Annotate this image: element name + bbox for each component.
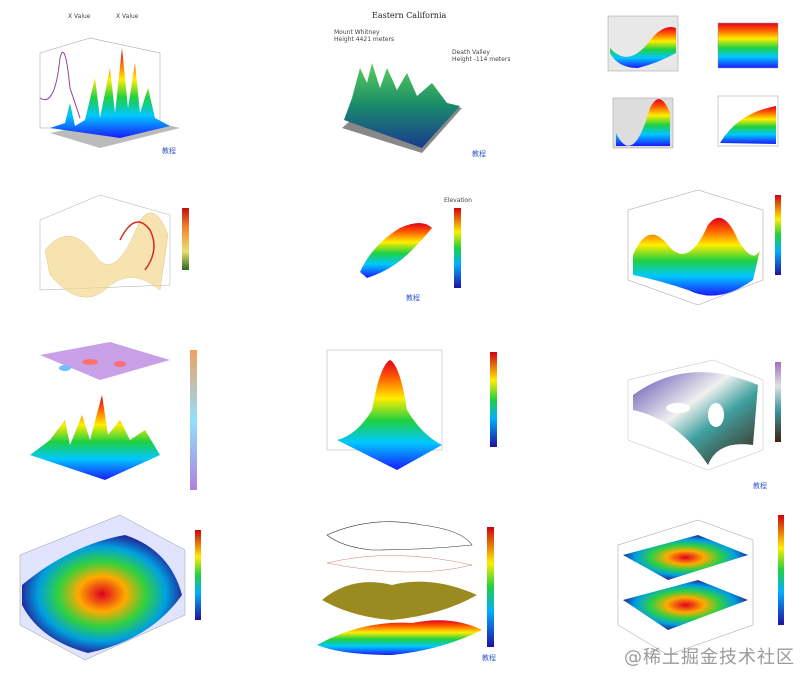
- colorbar: [487, 527, 494, 647]
- projection-curve: [39, 51, 81, 119]
- lower-layer: [623, 580, 748, 630]
- upper-layer: [623, 535, 748, 580]
- axis-box: [326, 349, 443, 451]
- annotation-x-value-1: X Value: [68, 13, 91, 20]
- chart-panel-5: Elevation 教程: [272, 180, 530, 340]
- watermark: @稀土掘金技术社区: [624, 647, 795, 668]
- chart-panel-12: [538, 505, 796, 665]
- annotation-death-valley-height: Height -114 meters: [452, 56, 510, 63]
- subplot-3-surface: [616, 99, 670, 146]
- colorbar: [775, 362, 781, 442]
- colorbar-title: Elevation: [444, 197, 472, 204]
- chart-panel-8: [272, 340, 530, 500]
- chart-panel-2: Eastern California Mount Whitney Height …: [272, 8, 530, 168]
- chart-panel-1: X Value X Value 教程: [10, 8, 268, 168]
- colorbar: [190, 350, 197, 490]
- surface-layer: [322, 581, 477, 620]
- annotation-death-valley: Death Valley: [452, 49, 490, 56]
- colorbar: [454, 208, 461, 288]
- surface: [22, 535, 182, 653]
- subplot-4: [717, 95, 779, 147]
- chart-title: Eastern California: [372, 11, 447, 20]
- annotation-whitney: Mount Whitney: [334, 29, 380, 36]
- surface: [337, 360, 442, 470]
- panel-link[interactable]: 教程: [472, 149, 486, 158]
- colorbar: [778, 515, 784, 625]
- colorbar: [775, 195, 781, 275]
- wireframe-layer: [326, 521, 473, 551]
- surface: [633, 217, 760, 296]
- surface: [344, 63, 460, 148]
- panel-link[interactable]: 教程: [162, 146, 176, 155]
- axis-box: [39, 194, 171, 291]
- colorbar: [195, 530, 201, 620]
- surface-hole: [666, 403, 690, 413]
- chart-panel-9: 教程: [538, 340, 796, 500]
- axis-box: [39, 37, 161, 129]
- chart-panel-4: [10, 180, 268, 340]
- surface: [360, 223, 432, 278]
- colorbar: [182, 208, 189, 270]
- chart-panel-11: 教程: [272, 505, 530, 665]
- wireframe-surface: [44, 212, 169, 298]
- axis-box: [617, 519, 754, 656]
- annotation-x-value-2: X Value: [116, 13, 139, 20]
- panel-link[interactable]: 教程: [482, 653, 496, 662]
- subplot-4-surface: [720, 106, 776, 144]
- surface: [30, 395, 160, 480]
- panel-link[interactable]: 教程: [753, 481, 767, 490]
- panel-link[interactable]: 教程: [406, 293, 420, 302]
- annotation-whitney-height: Height 4421 meters: [334, 36, 394, 43]
- projection-spot: [59, 365, 71, 371]
- axis-box: [627, 359, 764, 471]
- surface-hole: [708, 403, 724, 427]
- chart-panel-6: [538, 180, 796, 340]
- surface: [633, 372, 758, 465]
- chart-panel-10: [10, 505, 268, 665]
- colorbar: [490, 352, 497, 447]
- surface-peak: [119, 221, 155, 271]
- bottom-map-layer: [317, 620, 482, 655]
- axis-box: [627, 189, 764, 306]
- subplot-2: [717, 22, 779, 69]
- projection-spot: [82, 359, 98, 365]
- surface: [50, 48, 170, 138]
- chart-panel-7: [10, 340, 268, 500]
- chart-panel-3: [538, 8, 796, 168]
- top-projection-plane: [40, 342, 170, 380]
- subplot-1-surface: [610, 27, 676, 68]
- contour-layer: [326, 555, 473, 573]
- projection-spot: [114, 361, 126, 367]
